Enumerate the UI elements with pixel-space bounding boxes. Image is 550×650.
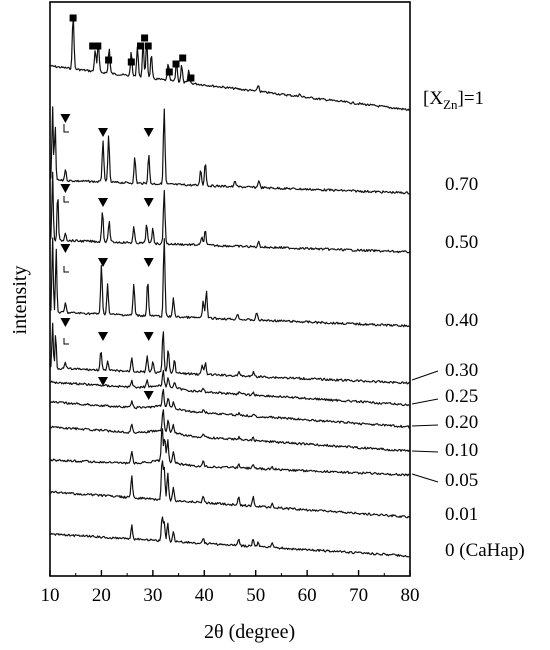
x-tick-label: 20: [92, 585, 111, 606]
series-label: 0.40: [445, 310, 478, 331]
square-marker: [165, 68, 173, 76]
series-label: 0.50: [445, 232, 478, 253]
x-tick-label: 10: [41, 585, 60, 606]
triangle-marker: [143, 391, 154, 400]
bracket-mark: [63, 124, 69, 133]
triangle-marker: [98, 332, 108, 341]
triangle-marker: [143, 128, 154, 137]
x-tick-label: 60: [298, 585, 317, 606]
square-marker: [137, 42, 144, 50]
square-marker: [144, 42, 152, 50]
bracket-mark: [63, 338, 69, 345]
series-label: 0.25: [445, 386, 478, 407]
square-marker: [172, 60, 180, 68]
series-label: 0 (CaHap): [445, 540, 525, 561]
triangle-marker: [143, 198, 154, 207]
triangle-marker: [143, 332, 154, 341]
x-tick-label: 50: [246, 585, 265, 606]
square-marker: [187, 74, 195, 82]
label-leader-line: [411, 398, 439, 405]
label-leader-line: [411, 473, 439, 483]
xrd-trace-6: [49, 388, 411, 429]
x-tick-label: 30: [143, 585, 162, 606]
square-marker: [127, 58, 135, 66]
series-label: 0.01: [445, 504, 478, 525]
series-label: 0.10: [445, 440, 478, 461]
triangle-marker: [98, 198, 108, 207]
xrd-trace-2: [49, 171, 411, 254]
xrd-trace-9: [49, 460, 411, 519]
triangle-marker: [60, 114, 71, 123]
triangle-marker: [143, 258, 154, 267]
xrd-trace-8: [49, 428, 411, 477]
label-leader-line: [411, 370, 439, 381]
xrd-trace-1: [49, 106, 411, 195]
triangle-marker: [98, 128, 108, 137]
square-marker: [94, 42, 102, 50]
square-marker: [89, 42, 97, 50]
square-marker: [69, 14, 77, 22]
y-axis-title: intensity: [9, 266, 31, 335]
series-label: 0.30: [445, 360, 478, 381]
x-tick-label: 80: [401, 585, 420, 606]
series-label: 0.20: [445, 412, 478, 433]
triangle-marker: [98, 258, 108, 267]
triangle-marker: [60, 244, 71, 253]
triangle-marker: [98, 377, 108, 386]
xrd-trace-7: [49, 409, 411, 453]
square-marker: [141, 34, 149, 42]
triangle-marker: [60, 184, 71, 193]
series-label: 0.05: [445, 470, 478, 491]
label-leader-line: [411, 424, 439, 427]
xrd-trace-4: [49, 322, 411, 385]
series-labels-group: [XZn]=1 0.70 0.50 0.40 0.30 0.25 0.20 0.10 0.05 0…: [411, 88, 525, 561]
xrd-trace-5: [49, 369, 411, 407]
label-leader-line: [411, 450, 439, 453]
series-label: [XZn]=1: [423, 88, 484, 112]
xrd-trace-0: [49, 17, 411, 111]
x-tick-label: 40: [195, 585, 214, 606]
square-marker: [179, 54, 187, 62]
markers-group: [60, 14, 195, 400]
bracket-mark: [63, 196, 69, 203]
xrd-trace-3: [49, 237, 411, 328]
x-tick-label: 70: [349, 585, 368, 606]
xrd-trace-10: [49, 516, 410, 558]
triangle-marker: [60, 318, 71, 327]
x-axis-title: 2θ (degree): [204, 621, 295, 643]
series-label: 0.70: [445, 174, 478, 195]
square-marker: [105, 56, 113, 64]
traces-group: [49, 17, 411, 558]
x-ticks-group: 10 20 30 40 50 60 70 80: [41, 570, 420, 606]
bracket-mark: [63, 266, 69, 273]
